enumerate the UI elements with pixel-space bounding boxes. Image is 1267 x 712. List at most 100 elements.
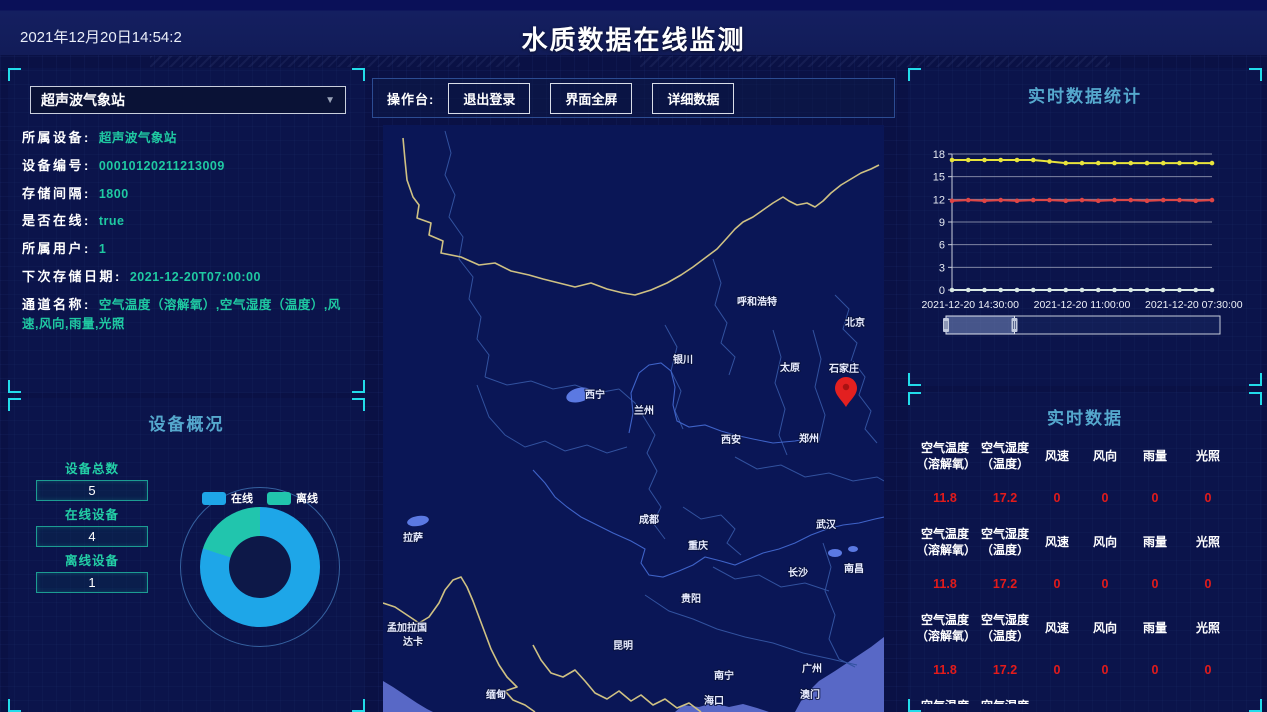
device-field-label: 设备编号: bbox=[22, 157, 91, 173]
table-header-cell: 空气温度（溶解氧） bbox=[916, 527, 977, 557]
data-point bbox=[1030, 287, 1036, 293]
sea-area bbox=[383, 681, 433, 712]
data-point bbox=[1160, 197, 1166, 203]
stat-label: 在线设备 bbox=[64, 508, 119, 522]
detail-data-button[interactable]: 详细数据 bbox=[652, 82, 735, 114]
table-header-cell: 光照 bbox=[1180, 690, 1236, 704]
data-point bbox=[1063, 198, 1069, 204]
pin-hole bbox=[842, 383, 850, 391]
corner-bracket-icon bbox=[1249, 68, 1262, 81]
chart-datazoom-slider[interactable] bbox=[943, 315, 1221, 335]
online-offline-donut-chart bbox=[180, 487, 340, 647]
table-row: 11.8 17.2 0 0 0 0 bbox=[914, 577, 1258, 591]
realtime-stats-panel: 实时数据统计 0 3 6 9 12 15 18 2021-12-20 14:30:00 2021… bbox=[908, 68, 1262, 386]
city-label: 长沙 bbox=[788, 566, 808, 579]
device-field-label: 所属设备: bbox=[22, 130, 91, 145]
data-point bbox=[1079, 160, 1085, 166]
city-label: 海口 bbox=[704, 694, 724, 707]
device-select-dropdown[interactable]: 超声波气象站 ▼ bbox=[30, 86, 346, 114]
data-point bbox=[949, 198, 955, 204]
table-header-cell: 雨量 bbox=[1142, 449, 1167, 464]
city-label: 贵阳 bbox=[681, 592, 701, 605]
city-label: 银川 bbox=[673, 353, 693, 366]
table-header-cell: 雨量 bbox=[1142, 621, 1167, 636]
table-header-cell: 光照 bbox=[1195, 449, 1220, 464]
corner-bracket-icon bbox=[352, 68, 365, 81]
data-point bbox=[1193, 160, 1199, 166]
donut-legend: 在线 离线 bbox=[180, 490, 340, 506]
data-point bbox=[1177, 197, 1182, 203]
data-point bbox=[1014, 287, 1020, 293]
corner-bracket-icon bbox=[352, 398, 365, 411]
data-point bbox=[1144, 287, 1150, 293]
stat-value-box: 5 bbox=[36, 480, 148, 501]
table-value-cell: 0 bbox=[1204, 491, 1212, 505]
legend-swatch-icon bbox=[202, 491, 226, 505]
data-point bbox=[1128, 197, 1134, 203]
data-point bbox=[1047, 159, 1052, 164]
table-value-cell: 0 bbox=[1151, 491, 1159, 505]
table-value-cell: 11.8 bbox=[933, 491, 957, 505]
data-point bbox=[982, 157, 987, 163]
top-header: 2021年12月20日14:54:2 水质数据在线监测 bbox=[0, 0, 1267, 55]
device-field: 下次存储日期: 2021-12-20T07:00:00 bbox=[22, 267, 357, 287]
legend-label: 在线 bbox=[231, 493, 253, 505]
x-tick-label: 2021-12-20 14:30:00 bbox=[921, 299, 1019, 311]
device-field-label: 下次存储日期: bbox=[22, 268, 122, 284]
chevron-down-icon: ▼ bbox=[325, 94, 335, 106]
data-point bbox=[1209, 287, 1215, 293]
data-point bbox=[1144, 198, 1150, 204]
table-header-cell: 风向 bbox=[1080, 690, 1130, 704]
data-point bbox=[1030, 197, 1036, 203]
china-map[interactable]: 呼和浩特 北京 太原 石家庄 银川 西宁 兰州 西安 郑州 成都 重庆 武汉 长沙 南昌 贵阳 昆明 拉萨 南宁 广… bbox=[383, 125, 884, 712]
data-point bbox=[1177, 287, 1182, 293]
data-point bbox=[1160, 160, 1166, 166]
page-title: 水质数据在线监测 bbox=[521, 25, 746, 55]
device-select-value: 超声波气象站 bbox=[41, 92, 125, 108]
stat-value-box: 1 bbox=[36, 572, 148, 593]
data-point bbox=[949, 157, 955, 163]
y-tick-label: 0 bbox=[939, 285, 945, 297]
table-value-cell: 0 bbox=[1101, 663, 1109, 677]
table-header-cell: 风向 bbox=[1092, 621, 1117, 636]
data-point bbox=[1193, 287, 1199, 293]
table-value-cell: 0 bbox=[1053, 491, 1061, 505]
national-border bbox=[532, 644, 702, 712]
table-value-cell: 0 bbox=[1204, 577, 1212, 591]
table-header-cell: 空气湿度（温度） bbox=[980, 441, 1029, 471]
table-header-cell: 空气湿度（温度） bbox=[980, 527, 1029, 557]
data-point bbox=[1014, 198, 1020, 204]
logout-button[interactable]: 退出登录 bbox=[448, 82, 531, 114]
device-field-value: 2021-12-20T07:00:00 bbox=[129, 269, 261, 284]
city-label: 西安 bbox=[721, 433, 741, 446]
slider-selection[interactable] bbox=[945, 315, 1015, 335]
corner-bracket-icon bbox=[908, 699, 921, 712]
device-location-pin[interactable] bbox=[835, 377, 857, 407]
city-label: 澳门 bbox=[800, 688, 820, 701]
device-field-label: 存储间隔: bbox=[22, 185, 91, 201]
city-label: 太原 bbox=[779, 361, 800, 374]
corner-bracket-icon bbox=[8, 398, 21, 411]
fullscreen-button[interactable]: 界面全屏 bbox=[550, 82, 633, 114]
table-value-cell: 17.2 bbox=[992, 491, 1018, 505]
data-point bbox=[965, 157, 971, 163]
device-field-label: 通道名称: bbox=[22, 296, 91, 312]
table-header-cell: 空气温度（溶解氧） bbox=[916, 613, 977, 643]
slider-handle[interactable] bbox=[1011, 318, 1018, 332]
slider-handle[interactable] bbox=[943, 318, 949, 332]
corner-bracket-icon bbox=[908, 68, 921, 81]
pin-icon bbox=[835, 377, 857, 407]
device-field-label: 是否在线: bbox=[22, 213, 91, 229]
data-point bbox=[1030, 157, 1036, 163]
national-border bbox=[402, 137, 880, 296]
data-point bbox=[1079, 287, 1085, 293]
device-field: 通道名称: 空气温度（溶解氧）,空气湿度（温度）,风速,风向,雨量,光照 bbox=[22, 295, 357, 335]
data-point bbox=[1047, 197, 1052, 203]
table-value-cell: 0 bbox=[1101, 577, 1109, 591]
table-value-cell: 17.2 bbox=[992, 577, 1018, 591]
overview-title: 设备概况 bbox=[148, 415, 225, 434]
city-label: 孟加拉国 bbox=[387, 621, 427, 634]
data-point bbox=[998, 157, 1004, 163]
